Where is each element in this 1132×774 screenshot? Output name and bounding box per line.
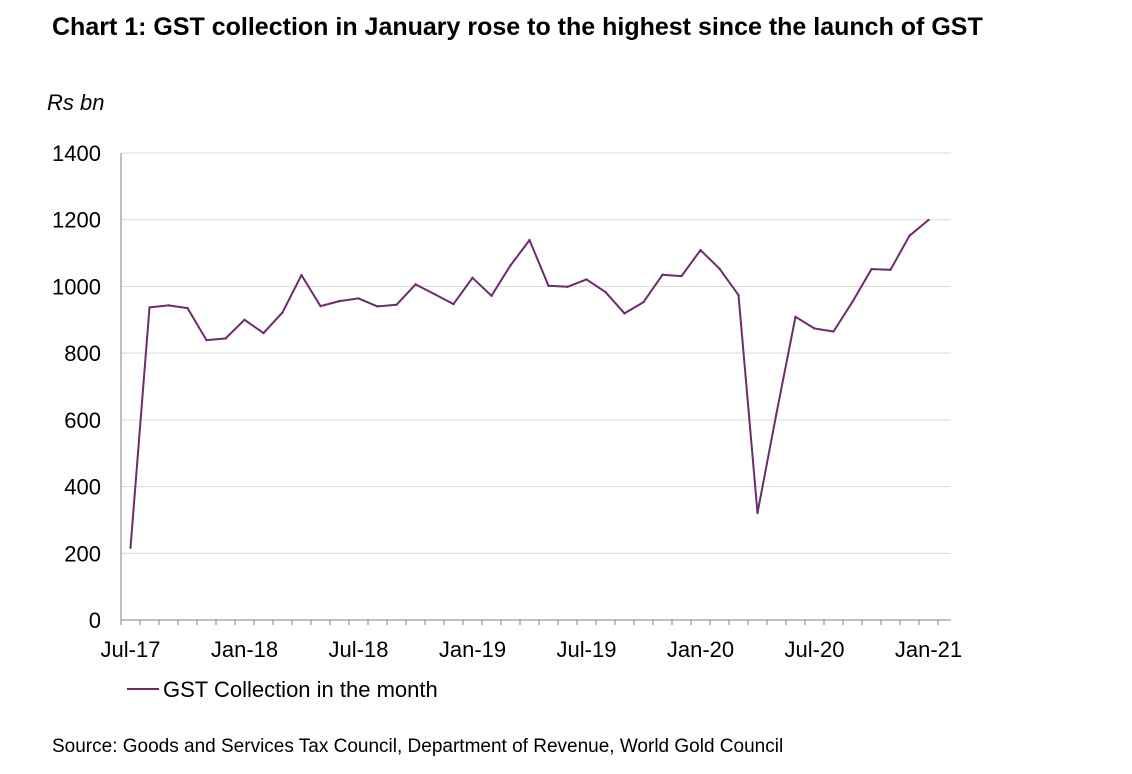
data-point [433, 292, 436, 296]
y-tick-label: 800 [64, 341, 101, 366]
data-point [452, 302, 455, 306]
data-point [148, 306, 151, 309]
data-point [661, 273, 664, 276]
data-point [604, 290, 607, 294]
data-point [338, 299, 341, 303]
data-point [851, 300, 854, 303]
source-note: Source: Goods and Services Tax Council, … [52, 736, 784, 757]
data-point [376, 305, 379, 308]
data-point [623, 312, 626, 315]
data-point [414, 283, 417, 286]
x-tick-label: Jul-19 [557, 637, 617, 662]
data-point [870, 267, 873, 271]
x-tick-label: Jul-18 [329, 637, 389, 662]
data-point [224, 337, 227, 340]
data-point [300, 273, 303, 277]
data-point [205, 338, 208, 342]
data-point [129, 546, 132, 549]
data-point [642, 300, 645, 304]
data-point [566, 285, 569, 288]
data-point [319, 304, 322, 308]
data-point [547, 284, 550, 287]
data-point [908, 234, 911, 237]
x-tick-label: Jan-19 [439, 637, 506, 662]
data-point [794, 315, 797, 318]
y-tick-label: 0 [89, 608, 101, 633]
y-tick-label: 1000 [52, 274, 101, 299]
data-point [262, 331, 265, 335]
y-tick-label: 1400 [52, 141, 101, 166]
x-tick-label: Jul-20 [785, 637, 845, 662]
y-tick-label: 200 [64, 541, 101, 566]
data-point [490, 294, 493, 297]
data-point [756, 511, 759, 515]
legend-label: GST Collection in the month [163, 677, 438, 702]
data-point [775, 411, 778, 415]
y-axis-unit-label: Rs bn [47, 90, 105, 115]
x-tick-label: Jan-20 [667, 637, 734, 662]
chart-title: Chart 1: GST collection in January rose … [52, 13, 983, 41]
data-point [737, 293, 740, 297]
data-point [243, 318, 246, 321]
data-point [699, 248, 702, 252]
data-point [813, 327, 816, 330]
x-tick-label: Jan-18 [211, 637, 278, 662]
y-tick-label: 600 [64, 408, 101, 433]
data-point [186, 306, 189, 310]
y-tick-label: 1200 [52, 208, 101, 233]
y-tick-label: 400 [64, 475, 101, 500]
data-point [889, 268, 892, 271]
x-tick-label: Jan-21 [895, 637, 962, 662]
series-line-gst-collection [129, 219, 930, 548]
data-point [509, 264, 512, 267]
data-point [357, 297, 360, 300]
data-point [528, 238, 531, 242]
data-point [281, 311, 284, 314]
data-point [927, 218, 930, 222]
data-point [585, 278, 588, 281]
data-point [167, 304, 170, 307]
data-point [395, 303, 398, 306]
data-point [680, 274, 683, 278]
data-point [832, 330, 835, 333]
x-tick-label: Jul-17 [101, 637, 161, 662]
data-point [471, 276, 474, 279]
data-point [718, 267, 721, 270]
